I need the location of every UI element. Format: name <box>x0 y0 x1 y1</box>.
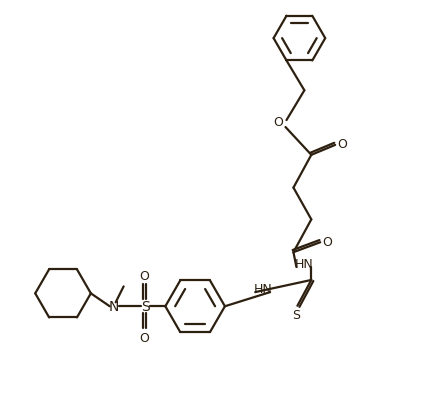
Text: HN: HN <box>294 257 313 270</box>
Text: O: O <box>139 269 149 282</box>
Text: S: S <box>141 300 150 314</box>
Text: HN: HN <box>253 282 272 295</box>
Text: O: O <box>337 138 346 151</box>
Text: O: O <box>322 235 331 248</box>
Text: O: O <box>273 115 283 128</box>
Text: S: S <box>292 308 300 322</box>
Text: N: N <box>108 300 118 314</box>
Text: O: O <box>139 331 149 344</box>
